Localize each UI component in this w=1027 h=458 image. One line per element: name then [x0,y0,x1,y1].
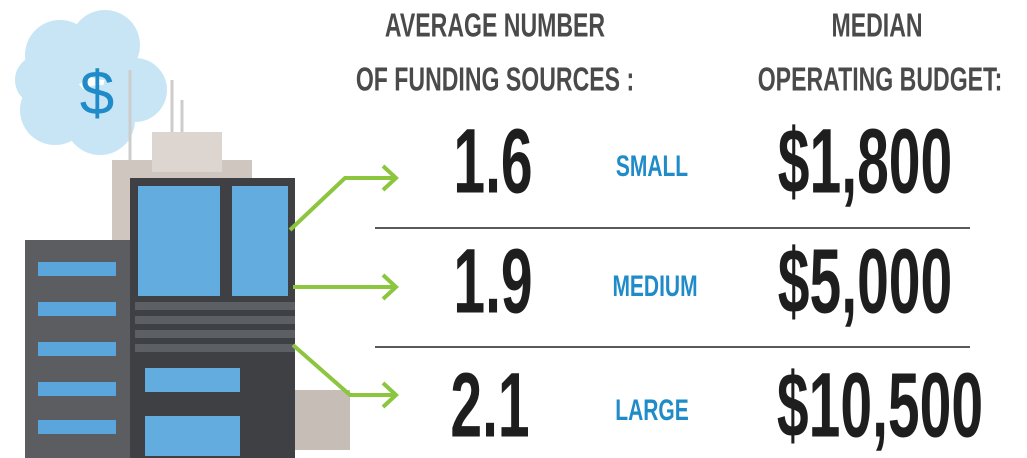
funding-value: 1.9 [453,231,532,333]
budget-value: $1,800 [778,111,952,213]
dollar-icon: $ [80,59,114,128]
infographic: $ AVERAGE NUMBER OF FUNDING SOURCES : ME… [0,0,1027,458]
building-top [152,132,222,172]
header: AVERAGE NUMBER [385,8,605,45]
budget-value: $10,500 [777,355,983,457]
header: OPERATING BUDGET: [758,62,1003,99]
illustration: $ [15,10,396,458]
glass-1 [138,186,220,296]
funding-value: 1.6 [453,111,532,213]
steps [290,390,350,450]
size-label: SMALL [616,150,688,182]
header: OF FUNDING SOURCES : [356,62,634,99]
glass-4 [145,416,240,456]
budget-value: $5,000 [778,231,952,333]
glass-3 [145,368,240,392]
header: MEDIAN [831,8,922,45]
arrows [290,166,396,407]
page: {"headers": {"funding": ["AVERAGE NUMBER… [0,0,1027,458]
size-label: MEDIUM [612,270,697,302]
funding-value: 2.1 [450,355,529,457]
size-label: LARGE [615,394,688,426]
glass-2 [232,186,288,296]
